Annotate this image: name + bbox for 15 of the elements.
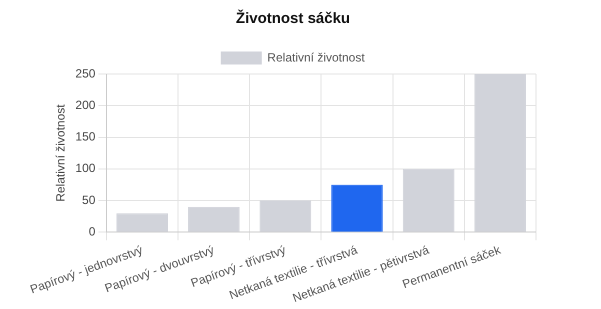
y-tick-label: 200 [75, 98, 96, 112]
bar [402, 168, 454, 232]
y-tick-label: 250 [75, 66, 96, 80]
legend-label: Relativní životnost [267, 50, 366, 64]
y-tick-label: 150 [75, 130, 96, 144]
bar [260, 200, 312, 232]
bar [116, 213, 168, 232]
chart-title: Životnost sáčku [236, 9, 350, 28]
bar [331, 184, 383, 232]
bar [474, 74, 526, 232]
bar [188, 206, 240, 232]
y-tick-label: 100 [75, 161, 96, 176]
y-tick-label: 0 [88, 224, 96, 239]
y-tick-label: 50 [82, 192, 96, 207]
y-axis-title: Relativní životnost [54, 104, 68, 202]
